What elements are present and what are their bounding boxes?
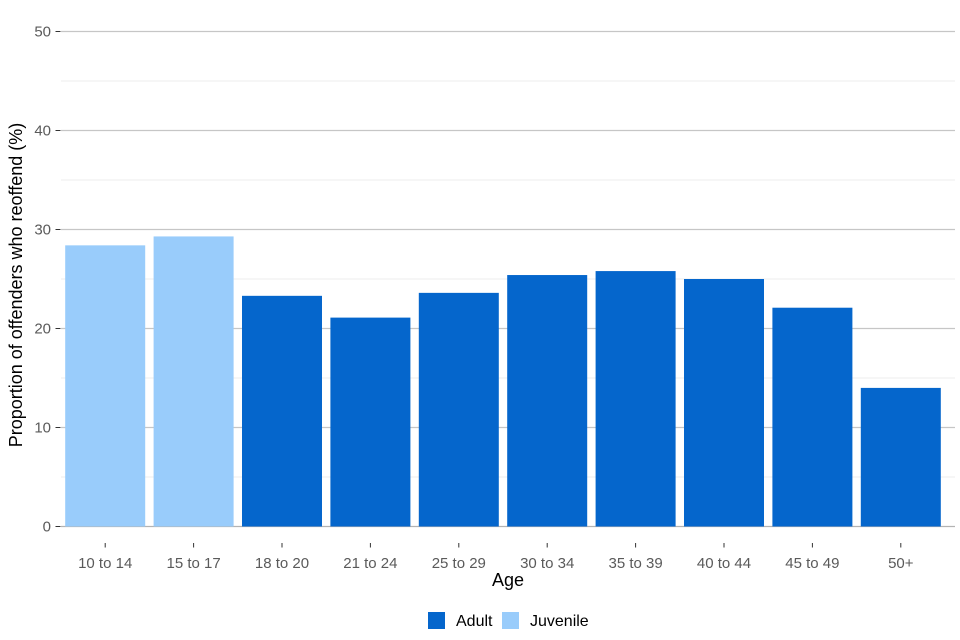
x-tick-label-10-to-14: 10 to 14	[78, 555, 132, 572]
bar-45-to-49	[772, 307, 853, 527]
y-tick-label-20: 20	[34, 321, 51, 338]
y-tick-label-10: 10	[34, 420, 51, 437]
x-tick-label-21-to-24: 21 to 24	[343, 555, 397, 572]
legend-swatch-juvenile	[502, 612, 519, 629]
bar-18-to-20	[242, 295, 322, 527]
x-tick-label-30-to-34: 30 to 34	[520, 555, 574, 572]
x-tick-label-40-to-44: 40 to 44	[697, 555, 751, 572]
legend-swatch-adult	[428, 612, 445, 629]
bar-50	[860, 387, 941, 527]
bar-25-to-29	[418, 292, 499, 527]
x-axis-title: Age	[492, 570, 524, 590]
bar-21-to-24	[330, 317, 411, 527]
x-tick-label-25-to-29: 25 to 29	[432, 555, 486, 572]
bar-15-to-17	[153, 236, 234, 527]
bar-40-to-44	[684, 279, 764, 527]
x-tick-label-18-to-20: 18 to 20	[255, 555, 309, 572]
y-axis-title: Proportion of offenders who reoffend (%)	[6, 123, 26, 448]
bar-35-to-39	[595, 271, 676, 527]
y-tick-label-30: 30	[34, 222, 51, 239]
x-tick-label-50: 50+	[888, 555, 914, 572]
legend-label-adult: Adult	[456, 613, 493, 630]
legend-label-juvenile: Juvenile	[530, 613, 589, 630]
bar-30-to-34	[507, 275, 588, 527]
x-tick-label-35-to-39: 35 to 39	[608, 555, 662, 572]
y-tick-label-40: 40	[34, 123, 51, 140]
x-tick-label-15-to-17: 15 to 17	[166, 555, 220, 572]
y-tick-label-50: 50	[34, 24, 51, 41]
bar-10-to-14	[65, 245, 146, 527]
y-tick-label-0: 0	[43, 519, 51, 536]
x-tick-label-45-to-49: 45 to 49	[785, 555, 839, 572]
